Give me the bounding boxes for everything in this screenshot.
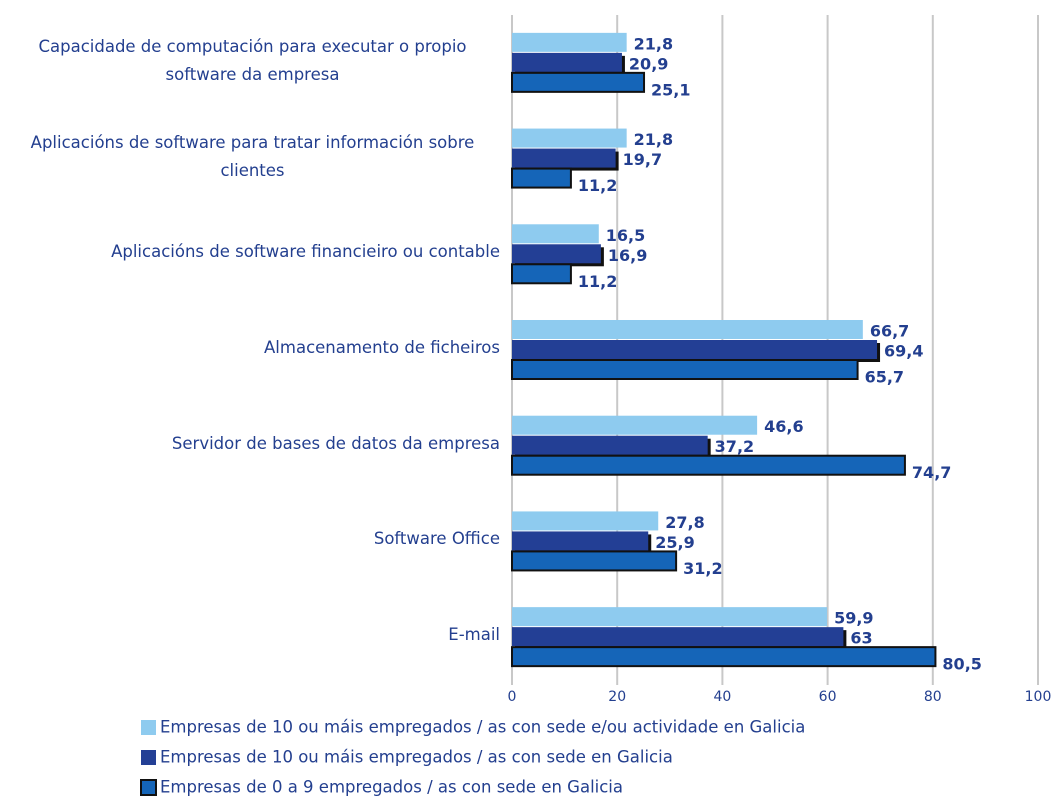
bar	[512, 320, 863, 339]
value-label: 37,2	[715, 437, 754, 456]
category-label: Almacenamento de ficheiros	[0, 334, 500, 362]
category-label: Capacidade de computación para executar …	[0, 33, 500, 89]
category-label: Aplicacións de software financieiro ou c…	[0, 238, 500, 266]
category-label: Software Office	[0, 525, 500, 553]
bar	[512, 340, 878, 359]
value-label: 27,8	[665, 513, 704, 532]
value-label: 20,9	[629, 54, 668, 73]
category-text: Aplicacións de software para tratar info…	[30, 132, 475, 180]
x-tick-label: 100	[1025, 689, 1052, 705]
category-text: E-mail	[448, 625, 500, 645]
x-tick-label: 60	[819, 689, 837, 705]
bar	[511, 263, 572, 285]
bar	[512, 148, 616, 168]
category-text: Aplicacións de software financieiro ou c…	[111, 242, 500, 262]
value-label: 11,2	[578, 176, 617, 195]
bar	[512, 32, 627, 52]
legend-swatch	[141, 720, 156, 735]
bar	[512, 511, 659, 531]
category-text: Capacidade de computación para executar …	[38, 36, 467, 84]
legend-label: Empresas de 10 ou máis empregados / as c…	[160, 748, 673, 767]
value-label: 11,2	[578, 272, 617, 291]
legend-swatch	[141, 750, 156, 765]
value-label: 74,7	[912, 463, 951, 482]
category-text: Servidor de bases de datos da empresa	[171, 433, 500, 453]
bar	[512, 244, 601, 264]
value-label: 21,8	[634, 34, 673, 53]
bar	[511, 550, 678, 572]
value-label: 21,8	[634, 130, 673, 149]
value-label: 65,7	[865, 368, 904, 387]
x-tick-label: 80	[924, 689, 942, 705]
value-label: 46,6	[764, 417, 803, 436]
bar	[511, 454, 906, 476]
bar	[512, 224, 599, 244]
bar	[511, 167, 572, 189]
bar	[512, 52, 622, 72]
bar	[512, 435, 708, 455]
value-label: 19,7	[623, 150, 662, 169]
value-label: 16,5	[606, 226, 645, 245]
category-label: Aplicacións de software para tratar info…	[0, 129, 500, 185]
category-text: Software Office	[373, 529, 500, 549]
bar	[511, 359, 859, 380]
legend-label: Empresas de 10 ou máis empregados / as c…	[160, 718, 805, 737]
x-tick-label: 40	[713, 689, 731, 705]
bar	[512, 128, 627, 148]
bar	[511, 646, 937, 668]
value-label: 59,9	[834, 609, 873, 628]
bar	[512, 531, 649, 551]
value-label: 16,9	[608, 246, 647, 265]
category-text: Almacenamento de ficheiros	[264, 338, 500, 357]
value-label: 80,5	[942, 655, 981, 674]
value-label: 25,1	[651, 80, 690, 99]
value-label: 25,9	[655, 533, 694, 552]
value-label: 63	[850, 629, 872, 648]
value-label: 69,4	[884, 342, 923, 361]
category-label: E-mail	[0, 621, 500, 649]
bar	[512, 627, 844, 647]
bar	[512, 607, 828, 627]
x-tick-label: 20	[608, 689, 626, 705]
legend-label: Empresas de 0 a 9 empregados / as con se…	[160, 778, 623, 797]
bar	[511, 71, 646, 93]
category-label: Servidor de bases de datos da empresa	[0, 430, 500, 458]
value-label: 66,7	[870, 322, 909, 341]
legend-swatch	[140, 779, 157, 796]
bar	[512, 415, 758, 435]
x-tick-label: 0	[508, 689, 517, 705]
value-label: 31,2	[683, 559, 722, 578]
